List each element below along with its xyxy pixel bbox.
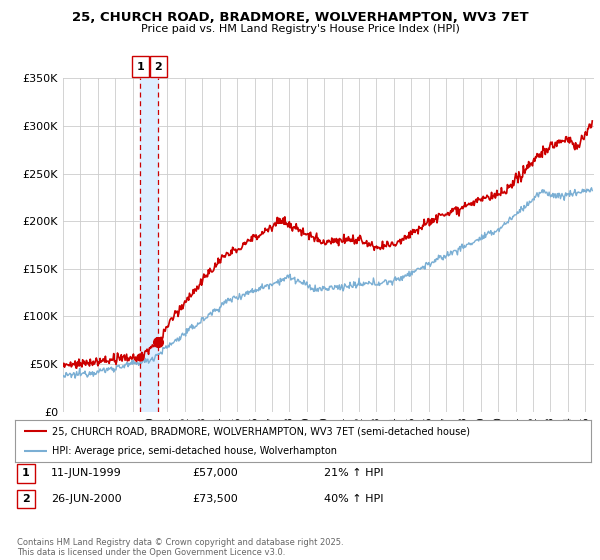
Text: 1: 1 xyxy=(136,62,144,72)
Text: 2: 2 xyxy=(22,494,29,504)
Text: HPI: Average price, semi-detached house, Wolverhampton: HPI: Average price, semi-detached house,… xyxy=(52,446,337,456)
Text: Contains HM Land Registry data © Crown copyright and database right 2025.
This d: Contains HM Land Registry data © Crown c… xyxy=(17,538,343,557)
Text: 2: 2 xyxy=(155,62,162,72)
Text: 25, CHURCH ROAD, BRADMORE, WOLVERHAMPTON, WV3 7ET (semi-detached house): 25, CHURCH ROAD, BRADMORE, WOLVERHAMPTON… xyxy=(52,426,470,436)
Text: 26-JUN-2000: 26-JUN-2000 xyxy=(51,494,122,504)
Text: £57,000: £57,000 xyxy=(192,469,238,478)
Bar xyxy=(140,78,158,412)
Text: Price paid vs. HM Land Registry's House Price Index (HPI): Price paid vs. HM Land Registry's House … xyxy=(140,24,460,34)
Text: 21% ↑ HPI: 21% ↑ HPI xyxy=(324,469,383,478)
Text: 1: 1 xyxy=(22,469,29,478)
Text: 11-JUN-1999: 11-JUN-1999 xyxy=(51,469,122,478)
Text: 25, CHURCH ROAD, BRADMORE, WOLVERHAMPTON, WV3 7ET: 25, CHURCH ROAD, BRADMORE, WOLVERHAMPTON… xyxy=(71,11,529,24)
Text: £73,500: £73,500 xyxy=(192,494,238,504)
Text: 40% ↑ HPI: 40% ↑ HPI xyxy=(324,494,383,504)
